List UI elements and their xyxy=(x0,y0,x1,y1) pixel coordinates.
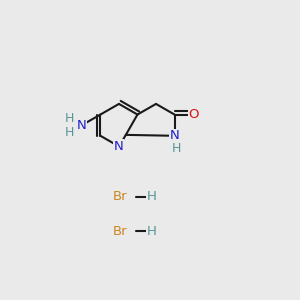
Text: H: H xyxy=(172,142,182,155)
Text: Br: Br xyxy=(113,190,127,203)
Text: H: H xyxy=(146,190,156,203)
Text: N: N xyxy=(114,140,124,153)
Text: O: O xyxy=(188,108,199,121)
Text: H: H xyxy=(146,225,156,238)
Text: H: H xyxy=(65,112,74,125)
Text: N: N xyxy=(77,119,87,132)
Text: N: N xyxy=(169,129,179,142)
Text: Br: Br xyxy=(113,225,127,238)
Text: H: H xyxy=(65,126,74,139)
